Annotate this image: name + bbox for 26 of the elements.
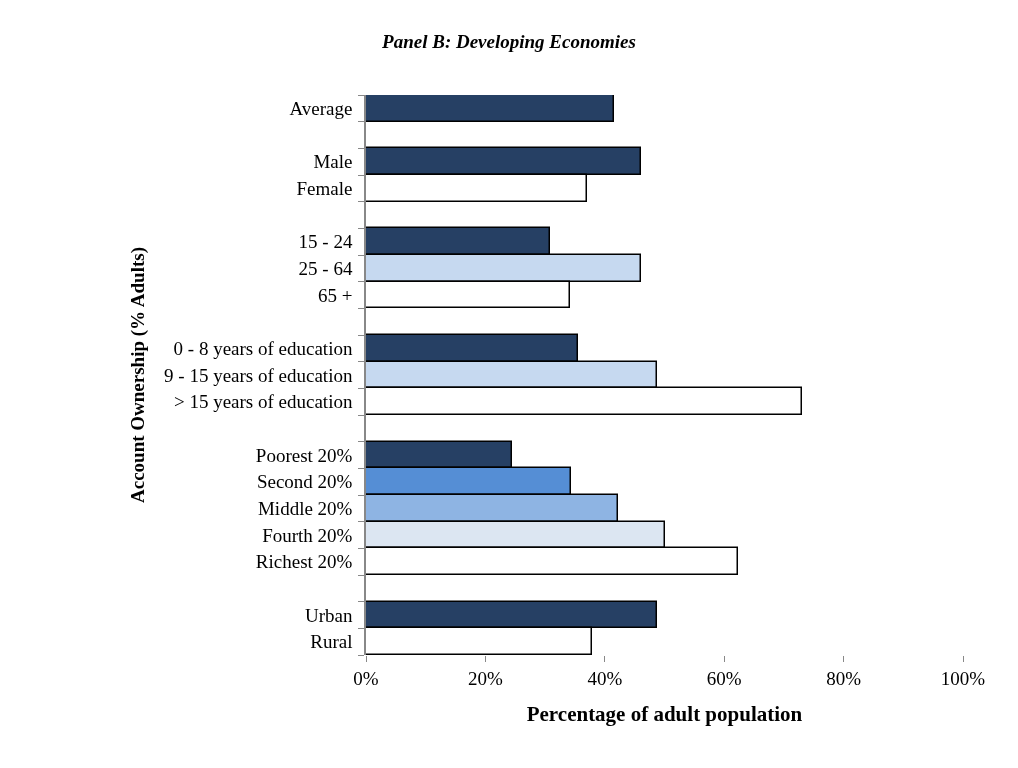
x-tick-label: 0% bbox=[353, 667, 379, 689]
y-tick-label: 0 - 8 years of education bbox=[173, 337, 353, 359]
x-tick-label: 60% bbox=[706, 667, 742, 689]
y-tick-label: 65 + bbox=[317, 284, 353, 306]
x-tick-label: 100% bbox=[940, 667, 986, 689]
y-tick-label: 9 - 15 years of education bbox=[164, 364, 353, 386]
chart-title: Panel B: Developing Economies bbox=[381, 30, 636, 52]
y-tick-label: Rural bbox=[310, 631, 353, 653]
y-tick-label: > 15 years of education bbox=[173, 391, 353, 413]
x-tick-label: 80% bbox=[826, 667, 862, 689]
x-tick-label: 40% bbox=[587, 667, 623, 689]
y-tick-label: Middle 20% bbox=[257, 497, 353, 519]
y-tick-label: Urban bbox=[304, 604, 353, 626]
y-tick-label: Fourth 20% bbox=[262, 524, 353, 546]
y-tick-label: Average bbox=[289, 97, 353, 119]
y-tick-label: 15 - 24 bbox=[298, 231, 353, 253]
y-tick-label: 25 - 64 bbox=[298, 257, 353, 279]
x-tick-label: 20% bbox=[467, 667, 503, 689]
x-axis-title: Percentage of adult population bbox=[526, 702, 803, 726]
y-tick-label: Second 20% bbox=[256, 471, 353, 493]
bar bbox=[366, 95, 614, 122]
y-axis-title: Account Ownership (% Adults) bbox=[127, 247, 150, 503]
y-tick-label: Male bbox=[313, 151, 353, 173]
y-tick-label: Poorest 20% bbox=[255, 444, 353, 466]
y-tick-label: Richest 20% bbox=[255, 551, 353, 573]
y-tick-label: Female bbox=[296, 177, 353, 199]
